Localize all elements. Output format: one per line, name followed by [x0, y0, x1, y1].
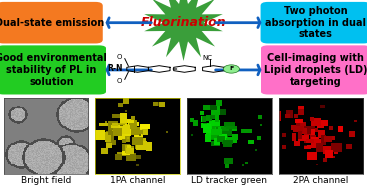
Text: Fluorination: Fluorination: [141, 16, 226, 29]
Text: 2PA channel: 2PA channel: [294, 176, 349, 185]
Text: Two photon
absorption in dual
states: Two photon absorption in dual states: [265, 6, 366, 39]
FancyBboxPatch shape: [261, 2, 367, 43]
Circle shape: [223, 65, 239, 73]
Polygon shape: [144, 0, 223, 61]
FancyBboxPatch shape: [0, 2, 103, 43]
Text: R-N: R-N: [108, 64, 123, 74]
Text: Dual-state emission: Dual-state emission: [0, 18, 104, 28]
Text: NC: NC: [202, 55, 212, 61]
Text: Cell-imaging with
Lipid droplets (LD)
targeting: Cell-imaging with Lipid droplets (LD) ta…: [264, 53, 367, 87]
Text: O: O: [117, 78, 122, 84]
FancyBboxPatch shape: [261, 45, 367, 94]
Text: Good environmental
stability of PL in
solution: Good environmental stability of PL in so…: [0, 53, 107, 87]
FancyBboxPatch shape: [0, 45, 106, 94]
FancyBboxPatch shape: [106, 45, 261, 94]
Text: =: =: [171, 66, 177, 72]
Text: O: O: [117, 54, 122, 60]
Text: F: F: [229, 67, 233, 71]
Text: LD tracker green: LD tracker green: [191, 176, 268, 185]
Text: Bright field: Bright field: [21, 176, 71, 185]
Text: 1PA channel: 1PA channel: [110, 176, 166, 185]
